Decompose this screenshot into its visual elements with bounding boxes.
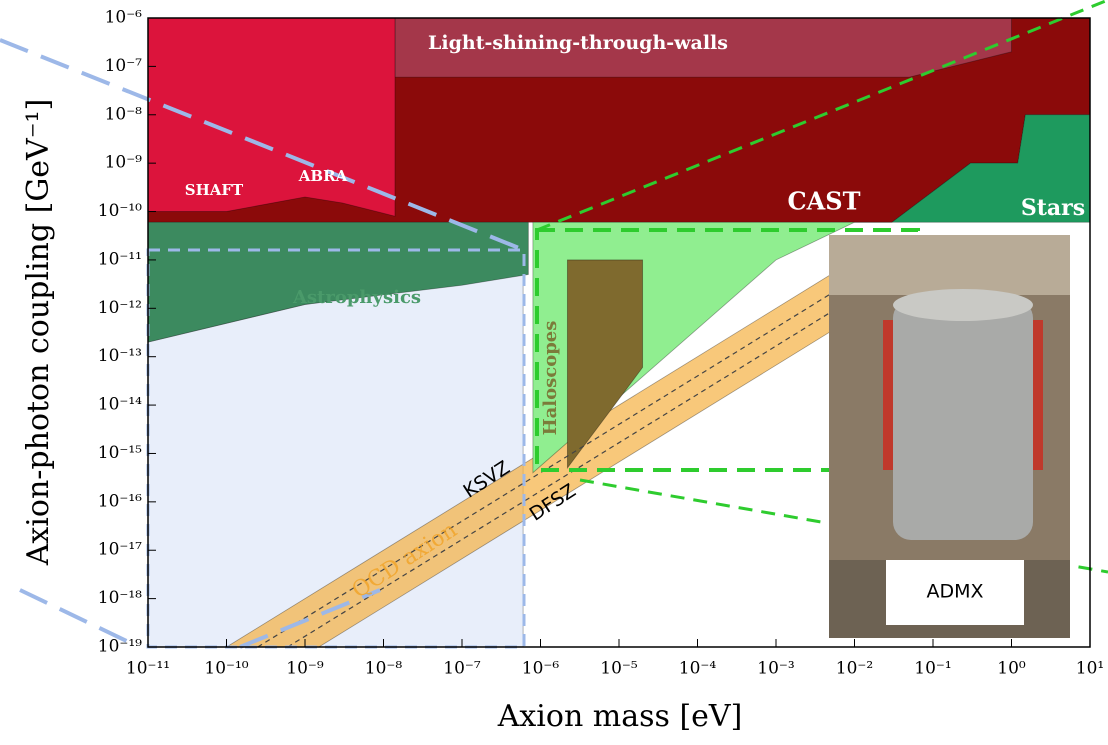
y-tick-label: 10⁻¹¹ (98, 249, 142, 269)
x-tick-label: 10⁻⁵ (600, 659, 638, 679)
y-tick-label: 10⁻¹⁹ (98, 637, 142, 657)
y-tick-label: 10⁻⁶ (105, 8, 143, 28)
page: {"chart_data": { "type": "region", "xlab… (0, 0, 1108, 741)
annotation: Astrophysics (292, 287, 421, 308)
x-axis-label: Axion mass [eV] (497, 699, 743, 734)
x-tick-label: 10¹ (1076, 659, 1104, 679)
annotation: ABRA (298, 167, 348, 185)
y-tick-label: 10⁻⁹ (105, 153, 143, 173)
y-tick-label: 10⁻¹³ (98, 346, 142, 366)
y-tick-label: 10⁻¹⁷ (98, 540, 142, 560)
y-tick-label: 10⁻¹² (98, 298, 142, 318)
x-tick-label: 10⁻³ (757, 659, 794, 679)
chart: KSVZDFSZLight-shining-through-wallsSHAFT… (0, 0, 1108, 741)
annotation: Stars (1021, 195, 1085, 221)
y-tick-label: 10⁻⁷ (105, 56, 143, 76)
x-tick-label: 10⁻¹ (914, 659, 951, 679)
annotation: Light-shining-through-walls (428, 32, 728, 54)
annotation: SHAFT (185, 181, 244, 199)
annotation: ADMX (926, 581, 983, 603)
y-tick-label: 10⁻¹⁴ (98, 395, 142, 415)
y-tick-label: 10⁻¹⁶ (98, 491, 142, 511)
y-tick-label: 10⁻¹⁸ (98, 588, 142, 608)
x-tick-label: 10⁻⁴ (679, 659, 717, 679)
x-tick-label: 10⁻² (836, 659, 873, 679)
annotation: CAST (788, 187, 861, 216)
x-tick-label: 10⁻⁷ (443, 659, 481, 679)
y-tick-label: 10⁻¹⁰ (98, 201, 142, 221)
x-tick-label: 10⁻⁸ (365, 659, 403, 679)
y-tick-label: 10⁻¹⁵ (98, 443, 142, 463)
annotation: Haloscopes (540, 321, 561, 436)
y-tick-label: 10⁻⁸ (105, 104, 143, 124)
x-tick-label: 10⁻¹¹ (126, 659, 170, 679)
y-axis-label: Axion-photon coupling [GeV⁻¹] (21, 99, 56, 567)
x-tick-label: 10⁻⁶ (522, 659, 560, 679)
x-tick-label: 10⁻⁹ (286, 659, 324, 679)
x-tick-label: 10⁻¹⁰ (204, 659, 248, 679)
x-tick-label: 10⁰ (997, 659, 1026, 679)
